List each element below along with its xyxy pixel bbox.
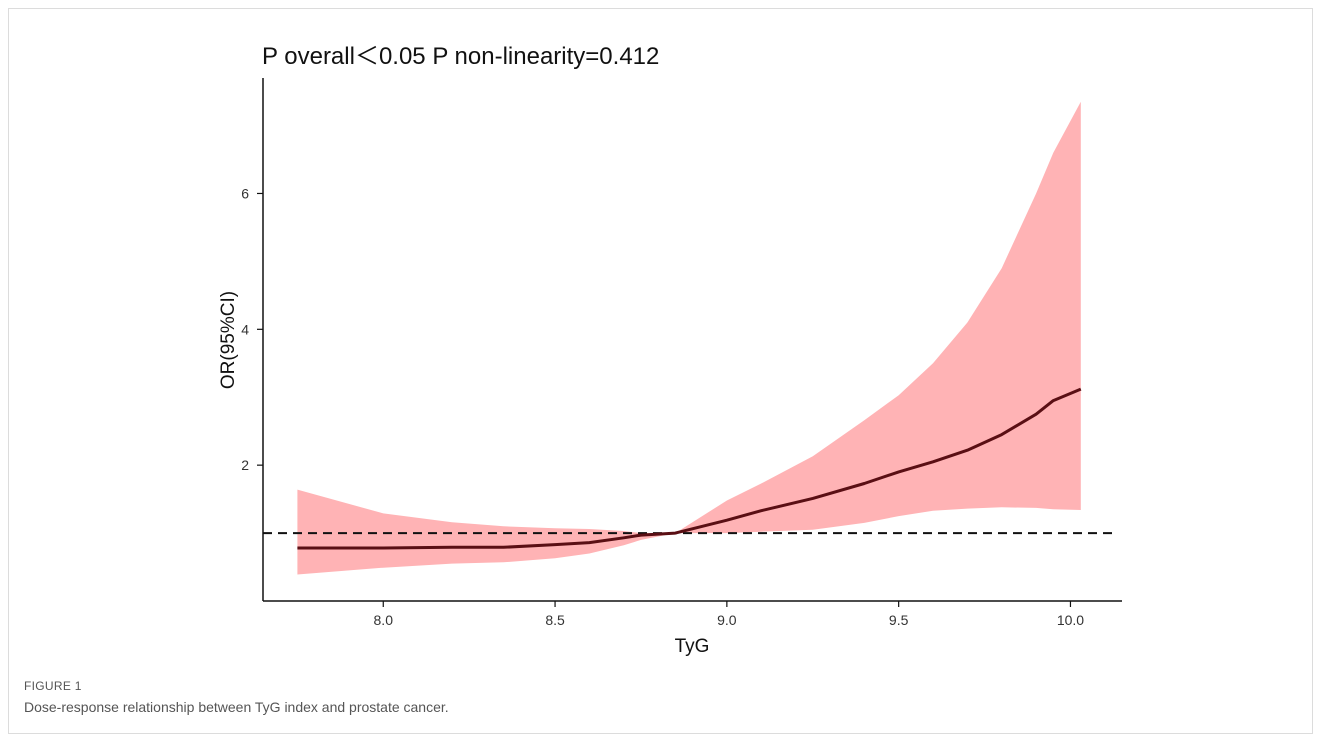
y-tick-label: 4 xyxy=(241,321,249,337)
y-axis-ticks: 2 4 6 xyxy=(241,185,263,473)
x-tick-label: 8.0 xyxy=(374,612,394,628)
x-tick-label: 9.5 xyxy=(889,612,909,628)
x-tick-label: 10.0 xyxy=(1057,612,1084,628)
dose-response-chart: P overall＜0.05 P non-linearity=0.412 8.0… xyxy=(218,43,1122,657)
chart-title: P overall＜0.05 P non-linearity=0.412 xyxy=(262,43,659,70)
x-axis-ticks: 8.0 8.5 9.0 9.5 10.0 xyxy=(374,601,1084,628)
confidence-band xyxy=(297,101,1081,575)
figure-caption: Dose-response relationship between TyG i… xyxy=(24,699,449,715)
plot-area xyxy=(263,101,1116,575)
or-estimate-line xyxy=(297,387,1082,550)
x-axis-title: TyG xyxy=(675,636,710,657)
x-tick-label: 9.0 xyxy=(717,612,737,628)
y-tick-label: 6 xyxy=(241,185,249,201)
y-tick-label: 2 xyxy=(241,457,249,473)
figure-frame xyxy=(8,8,1313,734)
x-tick-label: 8.5 xyxy=(545,612,565,628)
y-axis-title: OR(95%CI) xyxy=(218,291,239,389)
figure-label: FIGURE 1 xyxy=(24,679,82,693)
